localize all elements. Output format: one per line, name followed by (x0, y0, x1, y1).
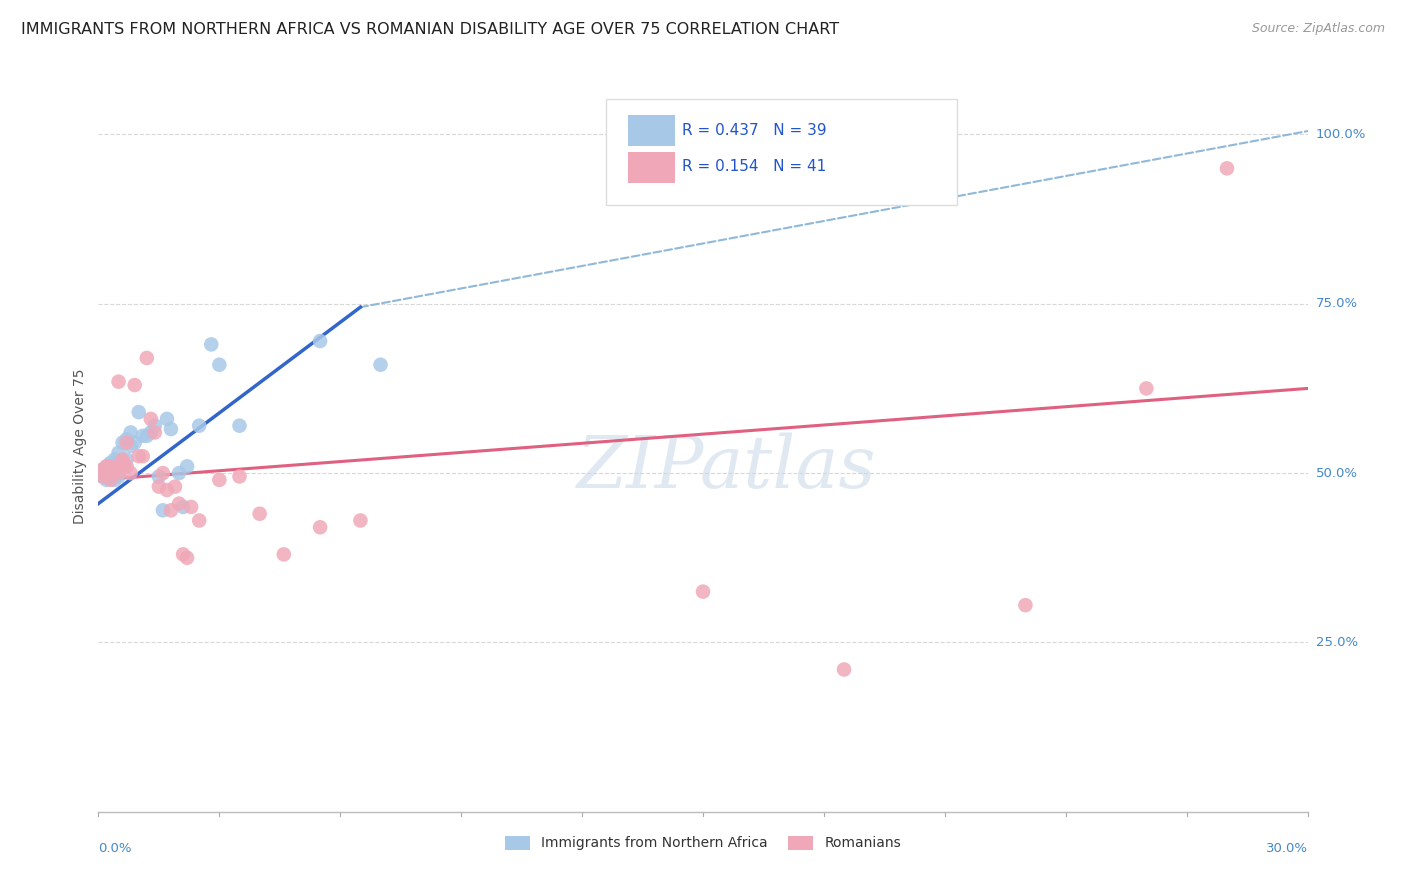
Point (100, 473, 122, 487)
Point (160, 422, 183, 436)
Point (100, 459, 122, 474)
Point (228, 418, 250, 433)
Point (172, 547, 194, 561)
Point (208, 358, 231, 372)
Point (120, 466, 142, 480)
FancyBboxPatch shape (606, 99, 957, 204)
Text: 50.0%: 50.0% (1316, 467, 1358, 480)
Point (143, 425, 166, 440)
Point (128, 405, 150, 419)
Point (120, 425, 142, 440)
Point (91, 469, 114, 483)
Point (370, 358, 392, 372)
Point (128, 449, 150, 463)
Point (100, 469, 122, 483)
Point (124, 378, 146, 392)
Point (188, 418, 211, 433)
Point (135, 429, 157, 443)
Point (1216, 161, 1239, 176)
Point (139, 425, 162, 440)
Point (200, 337, 222, 351)
Text: IMMIGRANTS FROM NORTHERN AFRICA VS ROMANIAN DISABILITY AGE OVER 75 CORRELATION C: IMMIGRANTS FROM NORTHERN AFRICA VS ROMAN… (21, 22, 839, 37)
Text: 25.0%: 25.0% (1316, 636, 1358, 648)
Point (148, 469, 170, 483)
Point (115, 432, 138, 446)
Point (107, 456, 129, 470)
Text: R = 0.437   N = 39: R = 0.437 N = 39 (682, 122, 827, 137)
Point (103, 452, 125, 467)
Point (176, 459, 198, 474)
Point (208, 473, 231, 487)
FancyBboxPatch shape (628, 152, 675, 183)
Text: ZIPatlas: ZIPatlas (578, 433, 877, 503)
Point (115, 459, 138, 474)
FancyBboxPatch shape (628, 115, 675, 146)
Y-axis label: Disability Age Over 75: Disability Age Over 75 (73, 368, 87, 524)
Point (160, 503, 183, 517)
Point (111, 456, 134, 470)
Point (103, 459, 125, 474)
Text: 30.0%: 30.0% (1265, 842, 1308, 855)
Point (96, 473, 118, 487)
Point (103, 463, 125, 477)
Text: Source: ZipAtlas.com: Source: ZipAtlas.com (1251, 22, 1385, 36)
Point (309, 334, 332, 348)
Text: R = 0.154   N = 41: R = 0.154 N = 41 (682, 159, 827, 174)
Point (148, 480, 170, 494)
Text: 100.0%: 100.0% (1316, 128, 1367, 141)
Point (132, 449, 155, 463)
Point (143, 418, 166, 433)
Point (1135, 381, 1157, 395)
Point (107, 469, 129, 483)
Point (96, 459, 118, 474)
Point (120, 439, 142, 453)
Point (91, 469, 114, 483)
Point (167, 497, 190, 511)
Text: 75.0%: 75.0% (1316, 297, 1358, 310)
Point (249, 507, 271, 521)
Point (273, 547, 295, 561)
Point (176, 550, 198, 565)
Point (135, 351, 157, 365)
Point (111, 435, 134, 450)
Point (139, 412, 162, 426)
Point (172, 500, 194, 514)
Point (107, 446, 129, 460)
Point (1014, 598, 1036, 612)
Point (309, 520, 332, 534)
Point (100, 456, 122, 470)
Point (152, 503, 174, 517)
Point (152, 466, 174, 480)
Point (156, 483, 179, 497)
Point (180, 500, 202, 514)
Point (115, 435, 138, 450)
Point (115, 452, 138, 467)
Point (111, 459, 134, 474)
Point (692, 584, 714, 599)
Point (100, 463, 122, 477)
Point (124, 435, 146, 450)
Point (111, 452, 134, 467)
Point (96, 466, 118, 480)
Point (96, 466, 118, 480)
Point (228, 469, 250, 483)
Text: 0.0%: 0.0% (98, 842, 132, 855)
Point (167, 466, 190, 480)
Point (91, 463, 114, 477)
Point (163, 480, 186, 494)
Point (188, 514, 211, 528)
Point (91, 463, 114, 477)
Point (156, 412, 179, 426)
Point (107, 466, 129, 480)
Point (832, 663, 855, 677)
Legend: Immigrants from Northern Africa, Romanians: Immigrants from Northern Africa, Romania… (499, 830, 907, 856)
Point (103, 473, 125, 487)
Point (349, 514, 371, 528)
Point (132, 429, 155, 443)
Point (96, 459, 118, 474)
Point (107, 375, 129, 389)
